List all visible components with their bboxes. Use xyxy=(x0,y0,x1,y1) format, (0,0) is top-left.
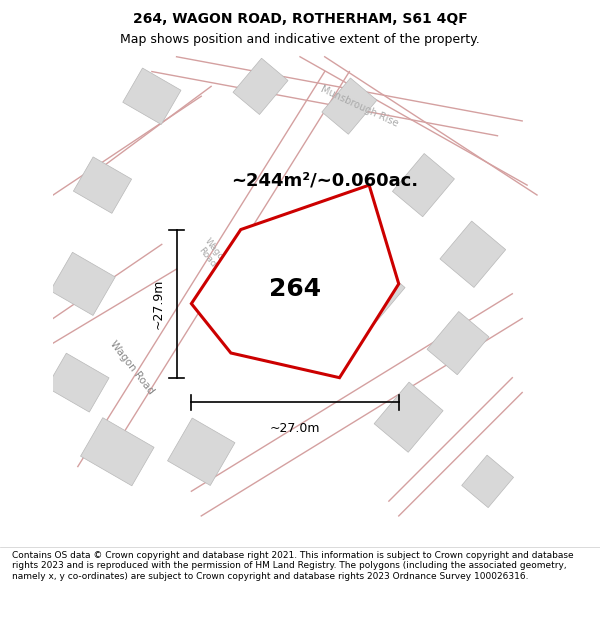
Polygon shape xyxy=(427,311,489,375)
Text: ~244m²/~0.060ac.: ~244m²/~0.060ac. xyxy=(231,171,418,189)
Polygon shape xyxy=(50,253,115,316)
Text: ~27.0m: ~27.0m xyxy=(270,422,320,435)
Polygon shape xyxy=(374,382,443,452)
Polygon shape xyxy=(392,154,454,217)
Text: 264, WAGON ROAD, ROTHERHAM, S61 4QF: 264, WAGON ROAD, ROTHERHAM, S61 4QF xyxy=(133,12,467,26)
Polygon shape xyxy=(123,68,181,124)
Polygon shape xyxy=(191,185,399,378)
Text: Wagon Road: Wagon Road xyxy=(108,339,156,396)
Polygon shape xyxy=(167,418,235,486)
Polygon shape xyxy=(73,157,131,213)
Text: Wagon
Road: Wagon Road xyxy=(194,236,228,272)
Polygon shape xyxy=(47,353,109,412)
Text: Map shows position and indicative extent of the property.: Map shows position and indicative extent… xyxy=(120,32,480,46)
Text: Munsbrough Rise: Munsbrough Rise xyxy=(319,84,400,129)
Text: Contains OS data © Crown copyright and database right 2021. This information is : Contains OS data © Crown copyright and d… xyxy=(12,551,574,581)
Polygon shape xyxy=(343,262,405,326)
Polygon shape xyxy=(233,58,288,114)
Polygon shape xyxy=(440,221,506,288)
Polygon shape xyxy=(80,418,154,486)
Text: ~27.9m: ~27.9m xyxy=(151,279,164,329)
Polygon shape xyxy=(322,78,377,134)
Polygon shape xyxy=(461,455,514,508)
Text: 264: 264 xyxy=(269,277,321,301)
